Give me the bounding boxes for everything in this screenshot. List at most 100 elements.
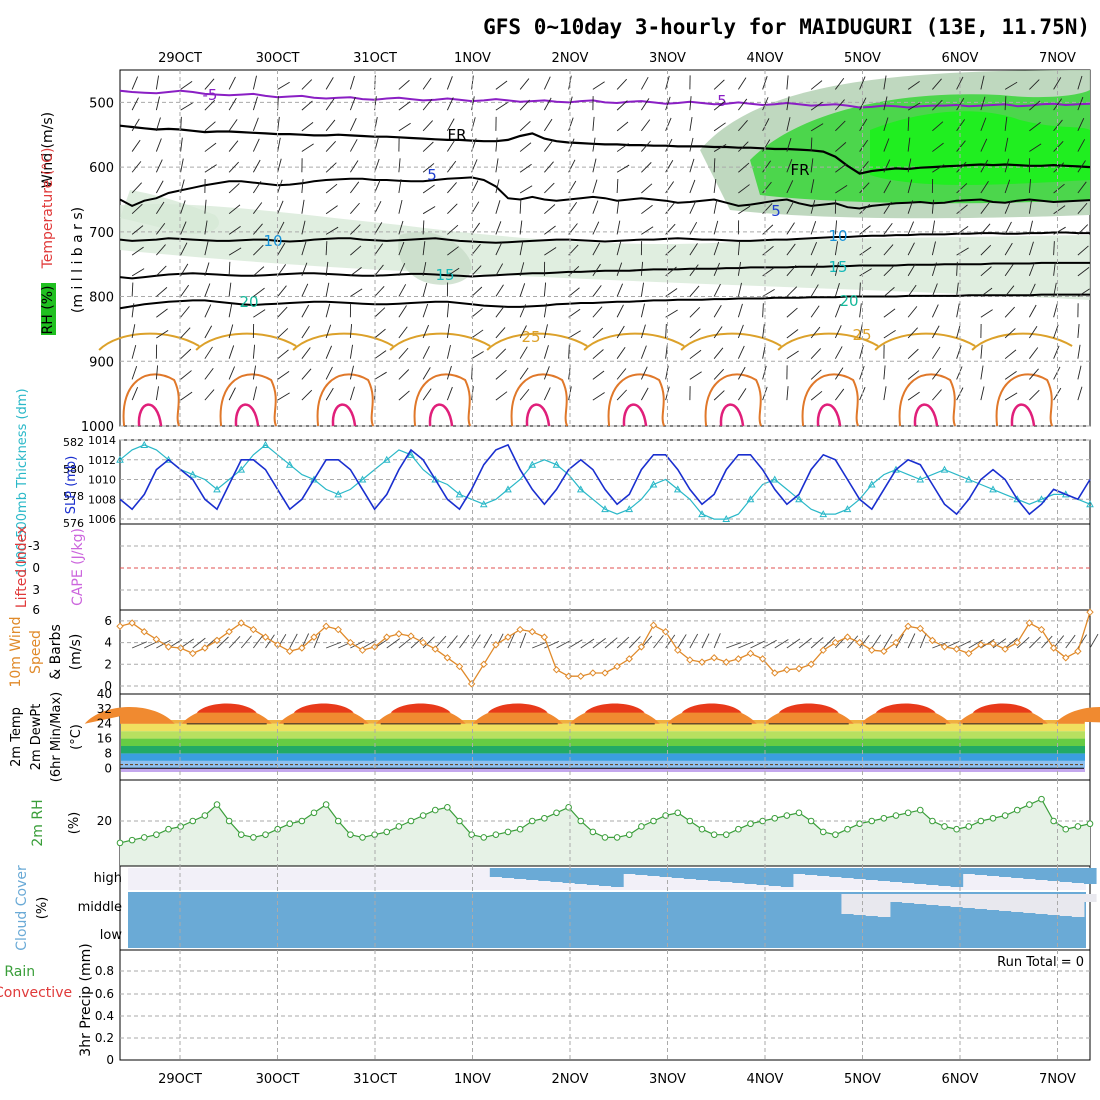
- wind-barb: [156, 329, 169, 339]
- wind-barb: [131, 282, 134, 297]
- wind-barb: [301, 199, 305, 214]
- wind-barb: [713, 79, 725, 90]
- wind-barb: [641, 119, 651, 132]
- bottom-date-label: 2NOV: [552, 1072, 589, 1087]
- cloud-middle-gap: [926, 894, 939, 905]
- wind-barb: [301, 347, 311, 359]
- wind-barb: [834, 220, 838, 235]
- wind-barb: [301, 283, 309, 297]
- wind-barb: [592, 327, 604, 339]
- wind-speed-point: [419, 638, 427, 647]
- wind-speed-point: [722, 658, 730, 666]
- wind-barb: [228, 183, 240, 194]
- wind-speed-point: [831, 638, 840, 647]
- wind-barb: [907, 158, 912, 173]
- wind-barb: [349, 75, 355, 90]
- wind-barb: [956, 97, 965, 111]
- wind-barb: [131, 303, 135, 318]
- rh-point: [541, 814, 548, 822]
- wind-barb: [956, 303, 960, 318]
- temp-band: [121, 746, 1085, 754]
- temp-tick-label: 16: [97, 732, 112, 746]
- cloud-level-label: low: [100, 928, 123, 943]
- wind-barb: [131, 246, 144, 256]
- wind-barb: [228, 345, 235, 359]
- pressure-tick-label: 600: [89, 161, 114, 176]
- wind-barb: [737, 388, 747, 401]
- rh-point: [1038, 795, 1045, 803]
- wind-barb: [568, 308, 581, 318]
- precip-tick-label: 0.8: [95, 964, 114, 978]
- rh-point: [589, 828, 597, 836]
- thickness-marker: [455, 490, 464, 498]
- thickness-marker: [940, 465, 949, 473]
- wind-barb: [277, 158, 282, 173]
- wind-barb: [204, 325, 213, 339]
- thickness-line: [119, 444, 1091, 520]
- wind-barb: [277, 306, 288, 318]
- wind-barb: [810, 305, 820, 318]
- wind-barb: [810, 200, 816, 214]
- wind-barb-10m: [289, 633, 298, 649]
- wind-barb: [1004, 392, 1018, 401]
- thickness-marker: [673, 485, 682, 493]
- cape-tick-label: 6: [32, 603, 40, 617]
- wind-barb: [737, 261, 742, 276]
- wind-barb: [931, 283, 938, 297]
- isotherm-30-arc: [607, 373, 666, 427]
- rh-point: [177, 823, 184, 830]
- temp-tick-label: 0: [104, 761, 112, 775]
- isotherm-25-arc: [680, 332, 782, 351]
- pressure-tick-label: 800: [89, 291, 114, 306]
- wind-barb-10m: [883, 634, 893, 649]
- wind-speed-point: [310, 633, 318, 641]
- wind-barb: [228, 97, 237, 111]
- wind-barb: [640, 261, 644, 276]
- wind-barb: [301, 100, 313, 111]
- wind-barb: [398, 122, 411, 132]
- wind-barb: [398, 241, 405, 256]
- wind-barb: [543, 97, 552, 111]
- wind-barb: [786, 350, 799, 360]
- wind-barb: [301, 389, 313, 401]
- wind-speed-point: [322, 622, 330, 630]
- wind-barb: [519, 142, 532, 152]
- top-date-label: 30OCT: [256, 51, 300, 66]
- wind-barb: [180, 327, 191, 339]
- thickness-marker: [310, 475, 318, 483]
- wind-barb: [713, 368, 725, 380]
- wind-barb: [1028, 262, 1035, 276]
- wind-barb: [810, 369, 822, 380]
- wind10m-label: 10m Wind: [8, 616, 24, 687]
- pressure-tick-label: 700: [89, 226, 114, 241]
- rh-point: [213, 801, 221, 808]
- wind-barb: [834, 367, 844, 380]
- wind-barb: [1077, 224, 1089, 235]
- wind-barb: [422, 241, 426, 256]
- wind-speed-point: [492, 641, 500, 649]
- wind-barb: [1077, 344, 1081, 359]
- wind-barb: [252, 117, 259, 132]
- thickness-marker: [698, 510, 706, 518]
- cloud-high-bar: [926, 868, 939, 885]
- temp-hump-red: [196, 703, 257, 713]
- wind-speed-point: [176, 644, 185, 652]
- wind-barb: [859, 161, 869, 173]
- wind-barb: [932, 367, 942, 380]
- wind-speed-point: [395, 630, 403, 638]
- wind-barb: [713, 326, 723, 339]
- rh-axis-label: RH (%): [40, 286, 56, 335]
- slp-tick-label: 1014: [88, 434, 116, 447]
- wind-barb: [956, 261, 958, 276]
- isotherm-label: FR: [447, 126, 466, 144]
- wind-barb: [495, 369, 507, 380]
- wind-barb-10m: [216, 636, 229, 649]
- wind-barb: [349, 344, 354, 359]
- wind-barb: [277, 81, 290, 90]
- wind-barb: [641, 204, 653, 215]
- wind-barb: [592, 306, 603, 318]
- wind-barb: [446, 324, 451, 339]
- wind-barb: [544, 204, 556, 215]
- wind-barb: [834, 346, 843, 359]
- lifted-index-label: Lifted Index: [14, 526, 30, 608]
